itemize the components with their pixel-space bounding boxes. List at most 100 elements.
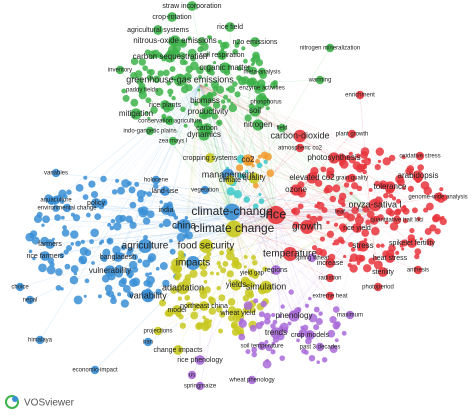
node-bubble [157, 70, 164, 77]
node-label: organic matter [199, 63, 250, 72]
node-bubble [137, 85, 147, 95]
edge [166, 109, 233, 213]
edge [275, 214, 309, 335]
node-bubble [362, 264, 372, 273]
node-bubble [196, 66, 204, 75]
edge [140, 199, 233, 213]
node-bubble [306, 172, 318, 184]
node-bubble [202, 106, 214, 118]
node-bubble [176, 272, 182, 278]
node-bubble [345, 310, 355, 320]
edge [172, 49, 371, 211]
node-bubble [144, 110, 149, 115]
node-bubble [86, 212, 91, 218]
node-label: maximum [337, 313, 363, 319]
node-bubble [31, 236, 40, 245]
node-bubble [162, 218, 171, 228]
node-label: rice field [217, 24, 243, 31]
node-bubble [184, 274, 192, 281]
node-bubble [335, 207, 345, 217]
node-bubble [117, 292, 122, 297]
node-bubble [292, 221, 300, 229]
edge [169, 120, 233, 213]
node-bubble [232, 48, 239, 55]
edge [221, 54, 277, 216]
node-bubble [51, 168, 61, 178]
node-bubble [218, 328, 224, 334]
node-bubble [252, 182, 259, 189]
node-bubble [97, 294, 102, 299]
node-label: himalaya [28, 338, 53, 344]
node-bubble [350, 182, 359, 190]
node-bubble [51, 195, 61, 205]
node-bubble [325, 291, 335, 301]
node-bubble [70, 212, 75, 217]
node-bubble [346, 213, 356, 222]
logo: VOSviewer [5, 395, 75, 409]
node-bubble [260, 174, 264, 178]
node-bubble [197, 46, 204, 53]
node-label: change impacts [153, 347, 203, 354]
node-bubble [317, 215, 323, 222]
node-bubble [138, 239, 152, 253]
node-bubble [307, 253, 317, 263]
edge [233, 227, 358, 230]
node-bubble [243, 255, 248, 260]
node-bubble [419, 237, 423, 241]
node-bubble [377, 159, 382, 163]
node-bubble [263, 159, 268, 164]
edge [145, 67, 277, 216]
node-bubble [121, 88, 127, 94]
node-bubble [203, 255, 211, 263]
edge [199, 45, 238, 86]
node-bubble [352, 223, 362, 233]
node-bubble [411, 207, 418, 214]
edge [141, 193, 277, 216]
node-bubble [265, 106, 270, 111]
node-label: crop-rotation [152, 14, 191, 21]
node-bubble [155, 87, 164, 96]
node-bubble [113, 252, 123, 262]
node-bubble [128, 294, 133, 298]
node-bubble [326, 220, 330, 225]
node-bubble [270, 327, 282, 339]
node-bubble [414, 253, 420, 260]
edge [180, 209, 371, 290]
node-bubble [70, 242, 75, 246]
node-bubble [247, 375, 257, 385]
edge [199, 84, 247, 312]
node-bubble [44, 194, 53, 203]
node-bubble [241, 46, 246, 51]
node-bubble [264, 339, 269, 344]
node-bubble [368, 257, 376, 265]
edge [146, 228, 235, 264]
node-label: variability [129, 290, 167, 300]
node-label: n2o emissions [233, 39, 278, 46]
node-bubble [197, 88, 201, 92]
edge [110, 84, 201, 295]
node-bubble [221, 104, 227, 110]
node-bubble [355, 153, 361, 159]
node-bubble [179, 322, 187, 329]
node-bubble [171, 258, 180, 268]
node-bubble [40, 251, 50, 261]
node-bubble [401, 247, 405, 251]
node-bubble [348, 151, 353, 156]
node-bubble [129, 201, 137, 209]
node-bubble [247, 268, 257, 278]
node-bubble [65, 245, 72, 252]
edge [233, 228, 331, 279]
node-bubble [225, 175, 235, 185]
node-bubble [391, 196, 397, 201]
node-bubble [187, 370, 197, 380]
node-bubble [187, 36, 192, 41]
node-bubble [41, 223, 45, 227]
edge [94, 84, 201, 195]
node-label: management [202, 169, 255, 179]
edge [231, 211, 313, 259]
node-bubble [321, 207, 328, 214]
node-bubble [249, 307, 256, 314]
node-bubble [178, 52, 186, 60]
edge [199, 84, 290, 324]
